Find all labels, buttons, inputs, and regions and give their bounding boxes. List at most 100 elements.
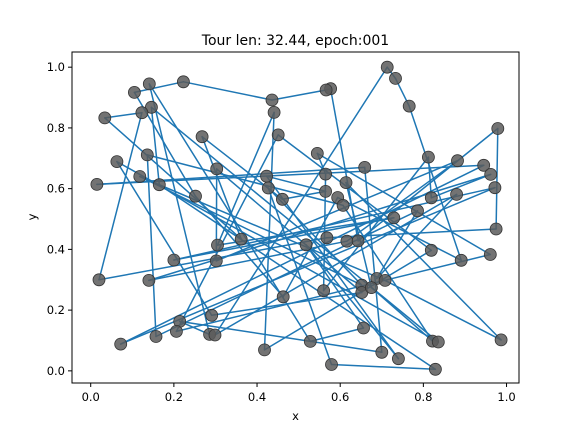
x-tick-label: 0.2	[165, 390, 183, 404]
tour-segment	[173, 186, 496, 261]
city-point	[142, 273, 156, 287]
x-tick-label: 0.4	[248, 390, 266, 404]
x-tick-label: 1.0	[497, 390, 515, 404]
city-point	[310, 146, 324, 160]
city-point	[380, 60, 394, 74]
city-point	[340, 234, 354, 248]
y-tick-label: 0.2	[47, 303, 65, 317]
city-point	[135, 106, 149, 120]
city-point	[421, 150, 435, 164]
tour-segment	[316, 152, 492, 256]
tour-segment	[345, 181, 502, 341]
city-point	[267, 106, 281, 119]
city-point	[114, 337, 128, 351]
tour-segment	[430, 173, 492, 199]
city-point	[90, 177, 104, 191]
city-point	[110, 155, 124, 169]
tour-segment	[408, 105, 462, 262]
city-point	[387, 211, 401, 225]
city-points-layer	[90, 60, 508, 376]
city-point	[265, 93, 279, 107]
x-tick-label: 0.8	[414, 390, 432, 404]
tour-segment	[427, 156, 433, 199]
city-point	[483, 248, 497, 261]
city-point	[494, 333, 508, 347]
city-point	[336, 198, 350, 212]
city-point	[319, 83, 333, 97]
city-point	[391, 352, 405, 366]
city-point	[210, 162, 224, 176]
tour-segment	[146, 154, 344, 207]
x-axis-label: x	[292, 409, 299, 423]
city-point	[92, 273, 106, 287]
tour-segment	[175, 134, 279, 333]
city-point	[424, 243, 438, 257]
city-point	[319, 184, 333, 198]
city-point	[208, 328, 222, 342]
tour-segment	[133, 81, 185, 94]
tour-segment	[376, 210, 419, 280]
city-point	[364, 281, 378, 295]
city-point	[271, 128, 285, 142]
city-point	[357, 321, 370, 335]
city-point	[98, 111, 112, 125]
city-point	[488, 181, 502, 195]
city-point	[167, 253, 181, 267]
city-point	[358, 160, 372, 174]
y-axis-ticks: 0.0 0.2 0.4 0.6 0.8 1.0	[47, 60, 72, 378]
x-tick-label: 0.0	[82, 390, 100, 404]
tour-segment	[210, 291, 363, 317]
y-tick-label: 0.8	[47, 121, 65, 135]
city-point	[209, 254, 223, 268]
city-point	[451, 154, 464, 168]
tour-segment	[182, 81, 273, 101]
tour-segment	[150, 106, 440, 343]
tour-segment	[116, 160, 213, 317]
tour-segment	[384, 279, 502, 341]
tour-segment	[155, 210, 419, 338]
x-tick-label: 0.6	[331, 390, 349, 404]
tour-segment	[139, 175, 363, 286]
city-point	[234, 232, 248, 246]
tour-segment	[495, 127, 499, 230]
city-point	[142, 77, 156, 91]
city-point	[275, 192, 289, 206]
city-point	[424, 191, 438, 205]
tour-segment	[148, 240, 348, 282]
city-point	[133, 170, 147, 183]
tour-segment	[215, 168, 363, 294]
city-point	[351, 234, 365, 248]
y-tick-label: 1.0	[47, 60, 65, 74]
y-tick-label: 0.4	[47, 242, 65, 256]
city-point	[169, 324, 183, 338]
tour-segment	[271, 89, 327, 101]
tour-segment	[215, 159, 459, 262]
city-point	[402, 99, 416, 113]
city-point	[450, 187, 464, 201]
tour-segment	[336, 196, 462, 262]
city-point	[303, 334, 317, 348]
tour-segment	[309, 327, 365, 343]
city-point	[325, 358, 338, 371]
city-point	[339, 176, 353, 190]
tour-segment	[265, 175, 327, 193]
tour-segment	[305, 244, 400, 360]
tour-segment	[146, 154, 157, 338]
tour-segment	[370, 286, 434, 342]
city-point	[317, 284, 331, 298]
y-tick-label: 0.0	[47, 364, 65, 378]
axes-frame	[71, 51, 520, 384]
city-point	[389, 72, 402, 85]
tour-segment	[158, 183, 437, 371]
city-point	[189, 189, 202, 203]
city-point	[320, 231, 334, 245]
city-point	[195, 130, 209, 144]
city-point	[276, 290, 290, 304]
y-tick-label: 0.6	[47, 182, 65, 196]
city-point	[454, 253, 468, 267]
x-axis-ticks: 0.0 0.2 0.4 0.6 0.8 1.0	[82, 383, 516, 404]
city-point	[489, 222, 503, 236]
city-point	[205, 308, 219, 322]
